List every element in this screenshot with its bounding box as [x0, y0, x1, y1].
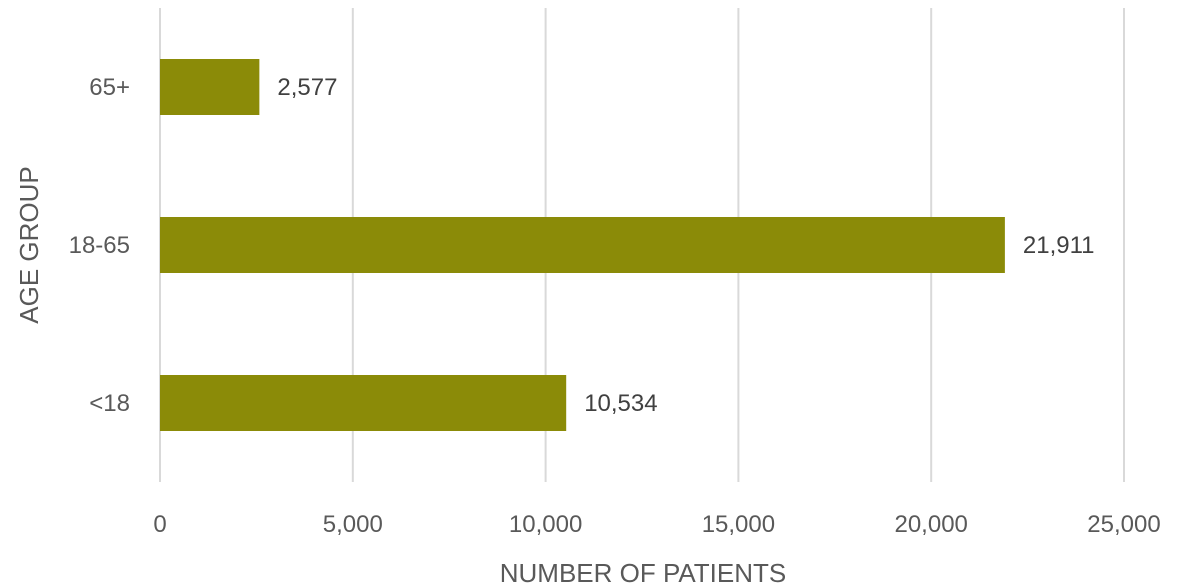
x-axis-title: NUMBER OF PATIENTS	[500, 558, 787, 587]
bars	[160, 59, 1005, 431]
x-tick-label: 10,000	[509, 511, 582, 538]
category-label: 18-65	[69, 232, 130, 259]
x-tick-label: 20,000	[894, 511, 967, 538]
x-tick-labels: 0 5,000 10,000 15,000 20,000 25,000	[153, 511, 1160, 538]
data-label: 10,534	[584, 390, 657, 417]
bar-1	[160, 217, 1005, 273]
x-tick-label: 0	[153, 511, 166, 538]
y-axis-title: AGE GROUP	[14, 166, 44, 323]
data-label: 21,911	[1023, 232, 1095, 259]
data-label: 2,577	[277, 74, 337, 101]
category-label: <18	[89, 390, 130, 417]
bar-0	[160, 375, 567, 431]
category-label: 65+	[89, 74, 130, 101]
data-labels: 10,534 21,911 2,577	[277, 74, 1094, 417]
category-labels: <18 18-65 65+	[69, 74, 130, 417]
bar-2	[160, 59, 260, 115]
x-tick-label: 15,000	[702, 511, 775, 538]
x-tick-label: 25,000	[1087, 511, 1160, 538]
x-tick-label: 5,000	[323, 511, 383, 538]
